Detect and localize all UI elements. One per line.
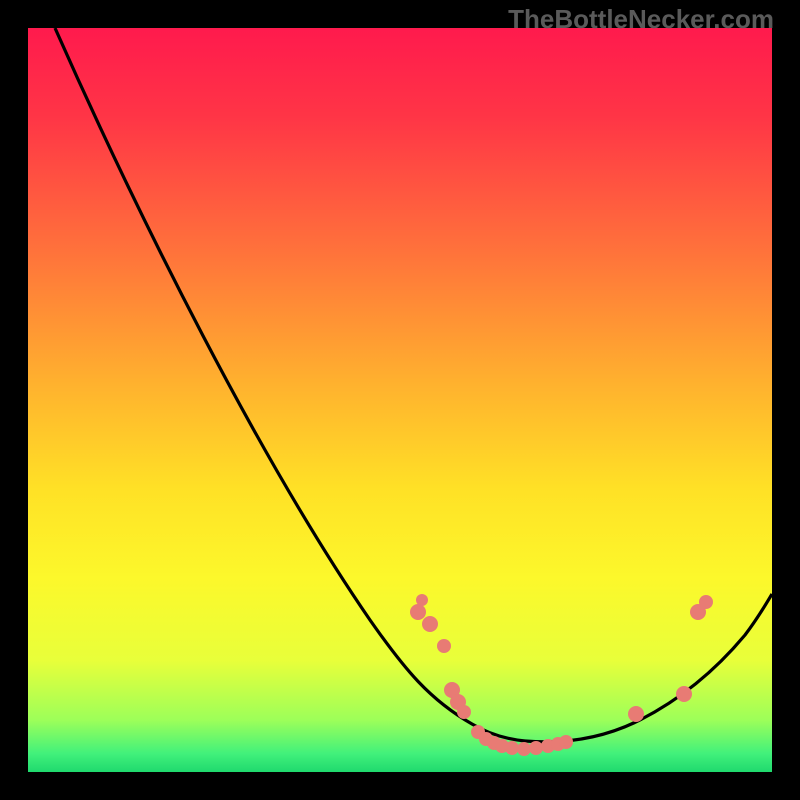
marker-point	[437, 639, 451, 653]
marker-point	[628, 706, 644, 722]
marker-point	[457, 705, 471, 719]
watermark-text: TheBottleNecker.com	[508, 6, 774, 32]
marker-point	[410, 604, 426, 620]
marker-point	[559, 735, 573, 749]
marker-point	[676, 686, 692, 702]
marker-point	[422, 616, 438, 632]
marker-point	[699, 595, 713, 609]
chart-svg	[0, 0, 800, 800]
marker-point	[505, 741, 519, 755]
marker-point	[416, 594, 428, 606]
chart-container: TheBottleNecker.com	[0, 0, 800, 800]
marker-point	[517, 742, 531, 756]
marker-point	[529, 741, 543, 755]
